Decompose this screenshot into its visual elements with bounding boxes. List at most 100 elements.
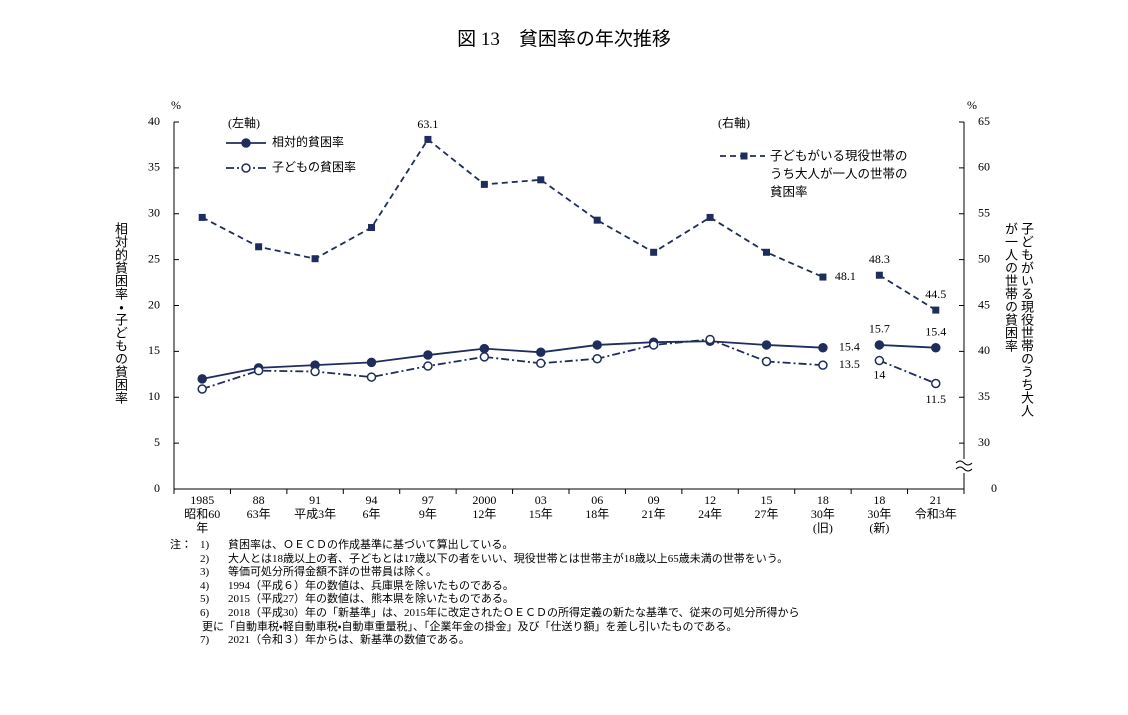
note-row: 注： 1) 貧困率は、ＯＥＣＤの作成基準に基づいて算出している。 bbox=[170, 539, 800, 553]
x-tick-label: 21 bbox=[930, 493, 942, 507]
point bbox=[648, 340, 659, 350]
point bbox=[875, 271, 883, 279]
series-line bbox=[201, 338, 823, 390]
note-row: 2) 大人とは18歳以上の者、子どもとは17歳以下の者をいい、現役世帯とは世帯主が… bbox=[170, 553, 800, 567]
point bbox=[253, 365, 264, 376]
point bbox=[479, 352, 490, 362]
x-tick-label: 18年 bbox=[585, 507, 609, 521]
x-tick-label: 97 bbox=[422, 493, 434, 507]
x-tick-label: 88 bbox=[253, 493, 265, 507]
x-tick-label: 30年 bbox=[811, 507, 835, 521]
point bbox=[650, 248, 658, 256]
y2-unit: % bbox=[967, 98, 977, 112]
note-row: 更に「自動車税・軽自動車税・自動車重量税」、「企業年金の掛金」及び「仕送り額」を… bbox=[170, 621, 800, 635]
point bbox=[255, 243, 263, 251]
series-line bbox=[202, 340, 823, 380]
data-label: 15.4 bbox=[925, 324, 946, 338]
point bbox=[423, 361, 433, 371]
note-text: 大人とは18歳以上の者、子どもとは17歳以下の者をいい、現役世帯とは世帯主が18… bbox=[228, 552, 789, 565]
point bbox=[241, 138, 251, 148]
point bbox=[740, 152, 748, 160]
note-row: 7) 2021（令和３）年からは、新基準の数値である。 bbox=[170, 634, 800, 648]
point bbox=[874, 355, 885, 366]
note-number: 2) bbox=[200, 552, 210, 565]
chart-title: 図 13 貧困率の年次推移 bbox=[457, 29, 671, 50]
y2-axis-label: 子どもがいる現役世帯のうち大人が一人の世帯の貧困率 bbox=[1003, 222, 1034, 417]
axis-note: (右軸) bbox=[718, 115, 750, 130]
point bbox=[368, 224, 375, 232]
axis-note: (左軸) bbox=[228, 115, 260, 130]
legend-label: 子どもの貧困率 bbox=[272, 160, 356, 174]
series-line bbox=[201, 138, 824, 278]
note-text: 2021（令和３）年からは、新基準の数値である。 bbox=[228, 634, 470, 647]
y2-tick-label: 30 bbox=[978, 435, 990, 449]
point bbox=[424, 135, 432, 143]
note-row: 5) 2015（平成27）年の数値は、熊本県を除いたものである。 bbox=[170, 593, 800, 607]
y-tick-label: 30 bbox=[148, 206, 160, 220]
y2-tick-label: 50 bbox=[978, 251, 990, 265]
x-tick-label: 94 bbox=[366, 493, 378, 507]
point bbox=[761, 340, 772, 350]
x-tick-label: 1985 bbox=[190, 493, 214, 507]
x-tick-label: 91 bbox=[309, 493, 321, 507]
x-tick-label: 年 bbox=[196, 521, 208, 535]
x-tick-label: 63年 bbox=[247, 507, 271, 521]
note-number: 7) bbox=[200, 634, 210, 647]
point bbox=[423, 350, 433, 360]
note-number: 3) bbox=[200, 566, 210, 579]
y-tick-label: 25 bbox=[148, 251, 160, 265]
y-tick-label: 5 bbox=[154, 435, 160, 449]
data-label: 44.5 bbox=[925, 287, 946, 301]
x-tick-label: 令和3年 bbox=[915, 507, 957, 521]
point bbox=[198, 213, 206, 221]
point bbox=[479, 343, 490, 354]
y2-tick-label: 65 bbox=[978, 114, 990, 128]
note-number: 1) bbox=[200, 539, 210, 551]
x-tick-label: 12 bbox=[704, 493, 716, 507]
point bbox=[310, 366, 320, 377]
note-row: 3) 等価可処分所得金額不詳の世帯員は除く。 bbox=[170, 566, 800, 580]
y2-tick-label: 0 bbox=[991, 481, 997, 495]
data-label: 14 bbox=[873, 367, 885, 381]
point bbox=[197, 384, 207, 394]
notes: 注： 1) 貧困率は、ＯＥＣＤの作成基準に基づいて算出している。 2) 大人とは18歳以… bbox=[170, 539, 800, 648]
point bbox=[536, 347, 546, 358]
point bbox=[818, 360, 828, 370]
note-text: 2018（平成30）年の「新基準」は、2015年に改定されたＯＥＣＤの所得定義の… bbox=[228, 606, 800, 619]
x-tick-label: 30年 bbox=[867, 507, 891, 521]
y2-tick-label: 60 bbox=[978, 160, 990, 174]
point bbox=[592, 340, 602, 350]
data-label: 15.4 bbox=[839, 339, 860, 353]
note-row: 6) 2018（平成30）年の「新基準」は、2015年に改定されたＯＥＣＤの所得定… bbox=[170, 607, 800, 621]
series-line bbox=[878, 274, 937, 311]
point bbox=[592, 353, 602, 364]
y2-tick-label: 40 bbox=[978, 343, 990, 357]
x-tick-label: 平成3年 bbox=[294, 507, 336, 521]
point bbox=[818, 342, 828, 353]
note-prefix: 注： bbox=[170, 539, 192, 551]
legend-label: 相対的貧困率 bbox=[272, 134, 344, 149]
point bbox=[819, 273, 827, 281]
point bbox=[197, 374, 207, 384]
note-number: 5) bbox=[200, 593, 210, 606]
data-label: 48.3 bbox=[869, 252, 890, 266]
x-tick-label: 21年 bbox=[642, 507, 666, 521]
series-line bbox=[879, 359, 937, 385]
point bbox=[536, 358, 546, 369]
note-text: 等価可処分所得金額不詳の世帯員は除く。 bbox=[228, 566, 437, 579]
y2-tick-label: 55 bbox=[978, 206, 990, 220]
point bbox=[932, 306, 940, 314]
point bbox=[311, 255, 319, 263]
point bbox=[241, 163, 251, 173]
y-tick-label: 10 bbox=[148, 389, 160, 403]
data-label: 11.5 bbox=[926, 392, 947, 406]
point bbox=[706, 213, 714, 221]
y-tick-label: 15 bbox=[148, 343, 160, 357]
data-label: 63.1 bbox=[417, 117, 438, 131]
point bbox=[366, 357, 377, 368]
y-tick-label: 40 bbox=[148, 114, 160, 128]
x-tick-label: (旧) bbox=[813, 521, 833, 535]
x-tick-label: 2000 bbox=[472, 493, 496, 507]
point bbox=[705, 334, 715, 345]
